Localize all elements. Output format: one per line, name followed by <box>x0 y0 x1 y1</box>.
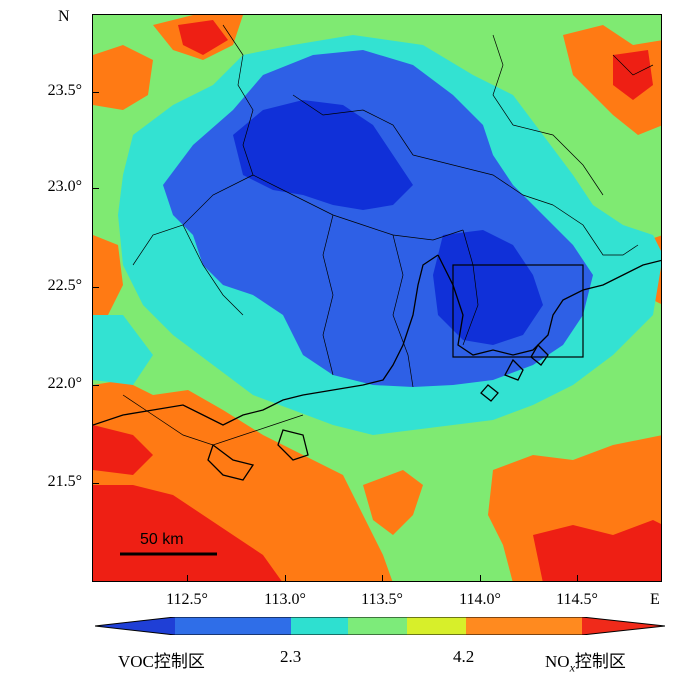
lon-tick <box>187 575 188 582</box>
colorbar-left-label: VOC控制区 <box>118 652 205 671</box>
lat-label-22-0: 22.0° <box>47 375 82 392</box>
lon-label-114-0: 114.0° <box>459 591 501 608</box>
lat-label-23-5: 23.5° <box>47 82 82 99</box>
lon-tick <box>480 575 481 582</box>
lat-tick <box>92 385 99 386</box>
colorbar-seg-0 <box>95 617 175 635</box>
colorbar-right-label-sub: x <box>569 660 575 675</box>
lon-label-113-5: 113.5° <box>361 591 403 608</box>
lon-label-112-5: 112.5° <box>166 591 208 608</box>
admin-boundaries <box>122 24 654 446</box>
colorbar-right-label-prefix: NO <box>545 652 570 671</box>
lat-label-23-0: 23.0° <box>47 178 82 195</box>
red-zone-north <box>178 20 228 55</box>
cyan-zone-west-patch <box>93 315 153 385</box>
colorbar-seg-6 <box>582 617 665 635</box>
concentration-map <box>93 15 661 581</box>
lat-label-22-5: 22.5° <box>47 277 82 294</box>
orange-zone-west <box>93 235 123 315</box>
red-zone-southeast <box>533 520 661 581</box>
orange-zone-south-center <box>363 470 423 535</box>
map-panel <box>92 14 662 582</box>
lat-label-21-5: 21.5° <box>47 473 82 490</box>
lon-tick <box>382 575 383 582</box>
red-zone-southwest-2 <box>93 425 153 475</box>
colorbar <box>95 617 665 635</box>
colorbar-tick-label-1: 2.3 <box>280 647 302 666</box>
east-label: E <box>650 591 660 608</box>
red-zone-southwest <box>93 485 282 581</box>
orange-zone-northwest <box>93 45 153 110</box>
deep-blue-zone-east <box>433 230 543 345</box>
colorbar-seg-4 <box>407 617 466 635</box>
north-label: N <box>58 8 70 25</box>
lat-tick <box>92 483 99 484</box>
lat-tick <box>92 92 99 93</box>
lat-tick <box>92 287 99 288</box>
lon-tick <box>577 575 578 582</box>
colorbar-seg-2 <box>291 617 348 635</box>
colorbar-right-label: NOx控制区 <box>545 647 626 675</box>
colorbar-tick-label-2: 4.2 <box>453 647 475 666</box>
colorbar-right-label-suffix: 控制区 <box>574 652 626 671</box>
lat-tick <box>92 188 99 189</box>
lon-label-113-0: 113.0° <box>264 591 306 608</box>
inset-box <box>452 264 584 358</box>
lon-label-114-5: 114.5° <box>556 591 598 608</box>
colorbar-seg-5 <box>466 617 582 635</box>
colorbar-seg-1 <box>175 617 291 635</box>
scale-bar-label: 50 km <box>140 531 184 548</box>
colorbar-seg-3 <box>348 617 407 635</box>
deep-blue-zone-north <box>233 100 413 210</box>
coastline <box>93 254 661 481</box>
lon-tick <box>285 575 286 582</box>
